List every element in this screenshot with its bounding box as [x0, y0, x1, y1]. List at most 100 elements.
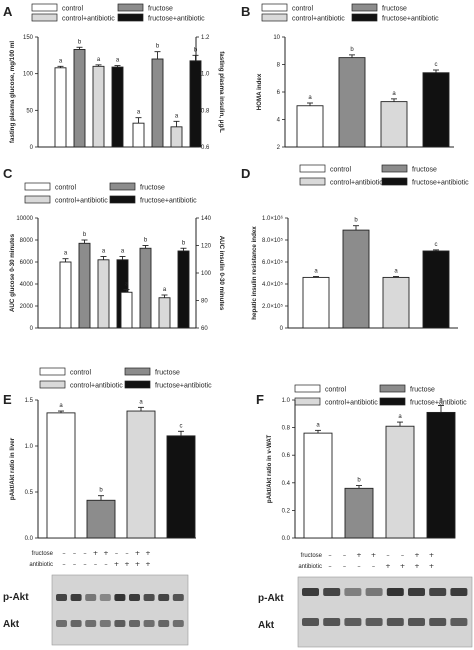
blot-marker-fructose-F: + [414, 551, 419, 559]
y-axis-label-E: pAkt/Akt ratio in liver [9, 437, 16, 500]
significance-letter-F: a [398, 414, 402, 420]
blot-band-pakt-F [450, 588, 468, 596]
y-tick-label-F: 0.2 [282, 508, 291, 514]
blot-band-pakt-F [365, 588, 383, 596]
blot-band-akt-F [344, 618, 362, 626]
blot-band-pakt-E [158, 594, 170, 601]
blot-band-pakt-E [129, 594, 140, 601]
legend-swatch-control [261, 3, 288, 12]
bar-D-control [302, 276, 330, 329]
significance-letter-A: a [175, 113, 179, 119]
bar-A-control_antibiotic [170, 126, 183, 148]
y-tick-label-D: 6.0×10⁵ [262, 259, 284, 266]
bar-A-fructose [73, 49, 86, 148]
y-tick-label-C: 6000 [20, 260, 34, 266]
blot-band-akt-E [114, 620, 126, 627]
blot-marker-fructose-E: – [125, 549, 128, 557]
significance-letter-F: b [357, 478, 361, 484]
blot-band-pakt-E [172, 594, 184, 601]
bar-C-control [59, 261, 72, 329]
blot-row-label-antibiotic-E: antibiotic [29, 562, 53, 568]
blot-marker-fructose-F: + [371, 551, 376, 559]
blot-marker-antibiotic-F: + [400, 562, 405, 570]
bar-E-fructose [86, 499, 116, 539]
panel-letter-C: C [3, 166, 13, 181]
legend-label-control_antibiotic: control+antibiotic [292, 15, 345, 22]
blot-band-pakt-E [85, 594, 97, 601]
blot-band-pakt-F [323, 588, 341, 596]
significance-letter-E: c [180, 423, 183, 429]
y-tick-label-F: 0.8 [282, 426, 291, 432]
legend-swatch-fructose_antibiotic [379, 397, 406, 406]
legend-label-control: control [70, 369, 91, 376]
legend-swatch-fructose [124, 367, 151, 376]
blot-band-pakt-E [70, 594, 82, 601]
blot-band-akt-F [429, 618, 447, 626]
y-tick-label-A: 50 [26, 108, 33, 114]
legend-A: control fructose control+antibiotic fructos… [31, 3, 205, 22]
panel-letter-F: F [256, 392, 264, 407]
blot-protein-akt-F: Akt [258, 620, 275, 631]
significance-letter-C: b [182, 240, 186, 246]
legend-swatch-fructose [351, 3, 378, 12]
bar-D-fructose [342, 229, 370, 329]
y-tick-label-E: 0.5 [25, 490, 34, 496]
legend-label-fructose: fructose [155, 369, 180, 376]
blot-band-pakt-F [302, 588, 319, 596]
legend-swatch-control [31, 3, 58, 12]
legend-label-fructose: fructose [412, 166, 437, 173]
blot-band-akt-E [70, 620, 82, 627]
y-tick-label-C: 60 [201, 326, 208, 332]
blot-band-akt-F [386, 618, 404, 626]
legend-label-fructose_antibiotic: fructose+antibiotic [410, 399, 467, 406]
blot-band-pakt-E [99, 594, 111, 601]
blot-marker-fructose-F: + [356, 551, 361, 559]
legend-swatch-fructose_antibiotic [124, 380, 151, 389]
y-tick-label-C: 8000 [20, 238, 34, 244]
blot-marker-fructose-E: – [83, 549, 86, 557]
legend-label-fructose_antibiotic: fructose+antibiotic [140, 197, 197, 204]
legend-swatch-fructose [109, 182, 136, 191]
y-axis-label-F: pAkt/Akt ratio in v-WAT [266, 435, 273, 504]
significance-letter-C: a [163, 287, 167, 293]
bar-C-control_antibiotic [158, 297, 171, 329]
blot-marker-fructose-F: – [343, 551, 346, 559]
significance-letter-F: a [439, 398, 443, 404]
blot-row-label-fructose-F: fructose [301, 553, 323, 559]
significance-letter-B: c [435, 62, 438, 68]
bar-B-control [296, 105, 324, 148]
y-tick-label-A: 0.6 [201, 145, 210, 151]
significance-letter-C: b [144, 238, 148, 244]
legend-label-control_antibiotic: control+antibiotic [325, 399, 378, 406]
blot-marker-antibiotic-F: – [343, 562, 346, 570]
blot-marker-fructose-F: + [429, 551, 434, 559]
bar-C-control_antibiotic [97, 259, 110, 329]
y-tick-label-E: 0.0 [25, 536, 34, 542]
panel-letter-E: E [3, 392, 12, 407]
legend-swatch-control_antibiotic [31, 13, 58, 22]
legend-label-control: control [325, 386, 346, 393]
significance-letter-E: a [139, 399, 143, 405]
y-tick-label-F: 0.4 [282, 481, 291, 487]
significance-letter-F: a [316, 422, 320, 428]
legend-label-control_antibiotic: control+antibiotic [330, 179, 383, 186]
y-axis-label-D: hepatic insulin resistance index [251, 226, 258, 320]
blot-band-pakt-E [56, 594, 67, 601]
blot-marker-antibiotic-E: – [73, 560, 76, 568]
legend-E: control fructose control+antibiotic fructos… [39, 367, 212, 389]
blot-band-akt-E [99, 620, 111, 627]
y-tick-label-F: 0.6 [282, 453, 291, 459]
blot-band-akt-F [323, 618, 341, 626]
y-tick-label-B: 8 [277, 63, 281, 69]
bar-F-control [303, 432, 333, 539]
bar-D-control_antibiotic [382, 276, 410, 329]
bar-E-control_antibiotic [126, 410, 156, 539]
legend-label-fructose_antibiotic: fructose+antibiotic [148, 15, 205, 22]
bar-C-fructose [139, 247, 152, 329]
y-tick-label-F: 1.0 [282, 398, 291, 404]
legend-label-control_antibiotic: control+antibiotic [55, 197, 108, 204]
bar-C-control [120, 291, 133, 329]
blot-marker-fructose-E: + [103, 549, 108, 557]
blot-marker-fructose-F: – [401, 551, 404, 559]
